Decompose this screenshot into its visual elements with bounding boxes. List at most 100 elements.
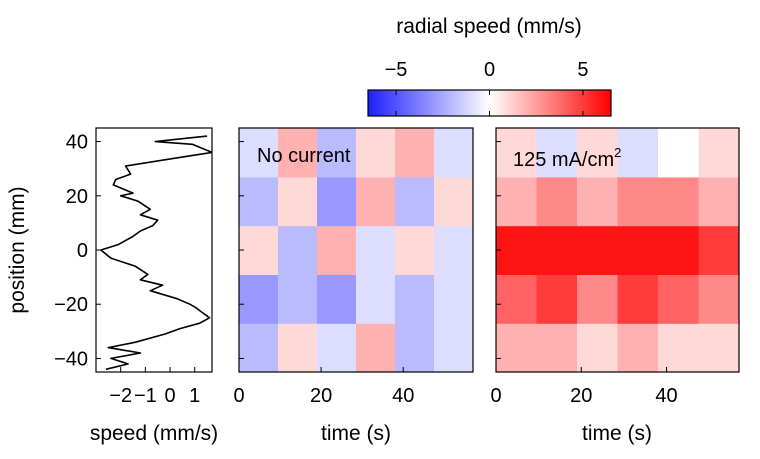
no-current-cell bbox=[278, 274, 318, 324]
no-current-x-label: time (s) bbox=[321, 422, 391, 445]
no-current-heatmap bbox=[239, 128, 473, 372]
no-current-cell bbox=[395, 225, 435, 275]
no-current-x-tick-label: 20 bbox=[310, 385, 332, 407]
current-125-annotation-main: 125 mA/cm bbox=[513, 149, 614, 171]
colorbar-tick-label: 5 bbox=[577, 59, 588, 81]
no-current-panel: No current 0 20 40 time (s) bbox=[233, 127, 474, 445]
no-current-cell bbox=[239, 323, 279, 372]
no-current-x-ticks: 0 20 40 bbox=[233, 141, 414, 407]
current-125-cell bbox=[536, 176, 578, 227]
current-125-cell bbox=[496, 176, 538, 227]
no-current-cell bbox=[317, 176, 357, 227]
no-current-cell bbox=[317, 323, 357, 372]
current-125-cell bbox=[536, 128, 578, 178]
no-current-cell bbox=[239, 176, 279, 227]
current-125-cell bbox=[577, 323, 619, 372]
speed-profile-background bbox=[96, 128, 212, 372]
no-current-cell bbox=[434, 323, 473, 372]
current-125-cell bbox=[617, 128, 659, 178]
current-125-x-tick-label: 20 bbox=[570, 385, 592, 407]
current-125-x-label: time (s) bbox=[582, 422, 652, 445]
no-current-annotation: No current bbox=[257, 145, 351, 167]
current-125-cell bbox=[658, 274, 700, 324]
current-125-cell bbox=[496, 225, 538, 275]
current-125-cell bbox=[536, 274, 578, 324]
colorbar-ticks bbox=[395, 90, 584, 116]
no-current-x-tick-label: 40 bbox=[392, 385, 414, 407]
no-current-cell bbox=[434, 176, 473, 227]
no-current-cell bbox=[239, 128, 279, 178]
current-125-cell bbox=[698, 128, 739, 178]
colorbar-title: radial speed (mm/s) bbox=[396, 15, 582, 38]
no-current-cell bbox=[278, 323, 318, 372]
current-125-cell bbox=[577, 225, 619, 275]
current-125-cell bbox=[577, 274, 619, 324]
no-current-cell bbox=[356, 323, 396, 372]
position-y-label: position (mm) bbox=[6, 186, 29, 313]
current-125-cell bbox=[617, 225, 659, 275]
current-125-cell bbox=[536, 323, 578, 372]
current-125-cell bbox=[698, 323, 739, 372]
current-125-cell bbox=[658, 128, 700, 178]
no-current-cell bbox=[356, 176, 396, 227]
no-current-cell bbox=[434, 274, 473, 324]
speed-profile-line bbox=[100, 135, 212, 371]
no-current-cell bbox=[356, 274, 396, 324]
no-current-x-tick-label: 0 bbox=[233, 385, 244, 407]
no-current-cell bbox=[395, 176, 435, 227]
current-125-x-tick-label: 0 bbox=[490, 385, 501, 407]
current-125-cell bbox=[617, 176, 659, 227]
no-current-cell bbox=[239, 274, 279, 324]
no-current-cell bbox=[278, 128, 318, 178]
position-y-tick-label: −40 bbox=[54, 348, 88, 370]
current-125-x-ticks: 0 20 40 bbox=[490, 141, 678, 407]
current-125-cell bbox=[496, 274, 538, 324]
no-current-cell bbox=[434, 225, 473, 275]
no-current-cell bbox=[278, 176, 318, 227]
position-y-tick-label: −20 bbox=[54, 294, 88, 316]
colorbar-tick-labels: −5 0 5 bbox=[385, 59, 589, 81]
current-125-cell bbox=[577, 128, 619, 178]
current-125-annotation: 125 mA/cm2 bbox=[513, 145, 621, 171]
speed-profile-y-ticks: −40 −20 0 20 40 bbox=[54, 132, 101, 370]
no-current-cell bbox=[395, 323, 435, 372]
current-125-x-tick-label: 40 bbox=[655, 385, 677, 407]
speed-profile-x-tick-label: 1 bbox=[189, 385, 200, 407]
current-125-annotation-exponent: 2 bbox=[614, 145, 621, 160]
speed-profile-x-label: speed (mm/s) bbox=[90, 422, 218, 445]
no-current-cell bbox=[239, 225, 279, 275]
current-125-cell bbox=[698, 274, 739, 324]
colorbar-tick-label: −5 bbox=[385, 59, 408, 81]
current-125-cell bbox=[658, 176, 700, 227]
speed-profile-x-tick-label: −1 bbox=[134, 385, 157, 407]
no-current-cell bbox=[317, 225, 357, 275]
current-125-cell bbox=[496, 323, 538, 372]
current-125-cell bbox=[536, 225, 578, 275]
speed-profile-line-group bbox=[100, 135, 212, 371]
current-125-cell bbox=[577, 176, 619, 227]
current-125-heatmap bbox=[496, 128, 739, 372]
position-y-tick-label: 40 bbox=[66, 132, 88, 154]
current-125-cell bbox=[617, 274, 659, 324]
current-125-cell bbox=[496, 128, 538, 178]
no-current-cell bbox=[317, 274, 357, 324]
speed-profile-x-ticks: −2 −1 0 1 bbox=[109, 367, 200, 407]
current-125-cell bbox=[658, 225, 700, 275]
current-125-cell bbox=[617, 323, 659, 372]
current-125-cell bbox=[698, 176, 739, 227]
speed-profile-x-tick-label: 0 bbox=[164, 385, 175, 407]
no-current-cell bbox=[395, 274, 435, 324]
current-125-cell bbox=[658, 323, 700, 372]
no-current-cell bbox=[356, 128, 396, 178]
current-125-cell bbox=[698, 225, 739, 275]
position-y-tick-label: 20 bbox=[66, 186, 88, 208]
no-current-cell bbox=[317, 128, 357, 178]
no-current-cell bbox=[434, 128, 473, 178]
position-y-tick-label: 0 bbox=[77, 240, 88, 262]
no-current-cell bbox=[356, 225, 396, 275]
speed-profile-x-tick-label: −2 bbox=[109, 385, 132, 407]
no-current-cell bbox=[395, 128, 435, 178]
